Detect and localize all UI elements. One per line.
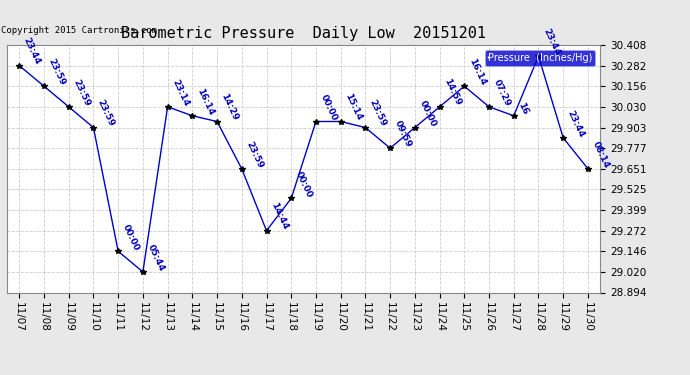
Text: 23:44: 23:44 <box>22 36 42 66</box>
Text: 05:44: 05:44 <box>146 243 166 273</box>
Title: Barometric Pressure  Daily Low  20151201: Barometric Pressure Daily Low 20151201 <box>121 26 486 41</box>
Legend: Pressure  (Inches/Hg): Pressure (Inches/Hg) <box>485 50 595 66</box>
Text: 23:59: 23:59 <box>368 98 388 128</box>
Text: 23:59: 23:59 <box>244 140 264 170</box>
Text: 23:44: 23:44 <box>566 109 586 138</box>
Text: 09:59: 09:59 <box>393 119 413 149</box>
Text: 08:14: 08:14 <box>591 140 611 170</box>
Text: 16:14: 16:14 <box>195 87 215 117</box>
Text: 15:14: 15:14 <box>343 92 364 122</box>
Text: 16:14: 16:14 <box>466 57 487 87</box>
Text: 23:14: 23:14 <box>170 78 190 108</box>
Text: 07:29: 07:29 <box>491 78 512 108</box>
Text: 16: 16 <box>516 101 530 117</box>
Text: 14:44: 14:44 <box>269 201 289 231</box>
Text: 23:44: 23:44 <box>541 27 562 57</box>
Text: 00:00: 00:00 <box>294 170 314 199</box>
Text: 14:59: 14:59 <box>442 78 462 108</box>
Text: Copyright 2015 Cartronics.com: Copyright 2015 Cartronics.com <box>1 26 157 35</box>
Text: 00:00: 00:00 <box>121 223 141 252</box>
Text: 23:59: 23:59 <box>46 57 67 87</box>
Text: 14:29: 14:29 <box>219 92 240 122</box>
Text: 00:00: 00:00 <box>417 99 437 128</box>
Text: 23:59: 23:59 <box>71 78 92 108</box>
Text: 23:59: 23:59 <box>96 98 116 128</box>
Text: 00:00: 00:00 <box>318 93 339 122</box>
